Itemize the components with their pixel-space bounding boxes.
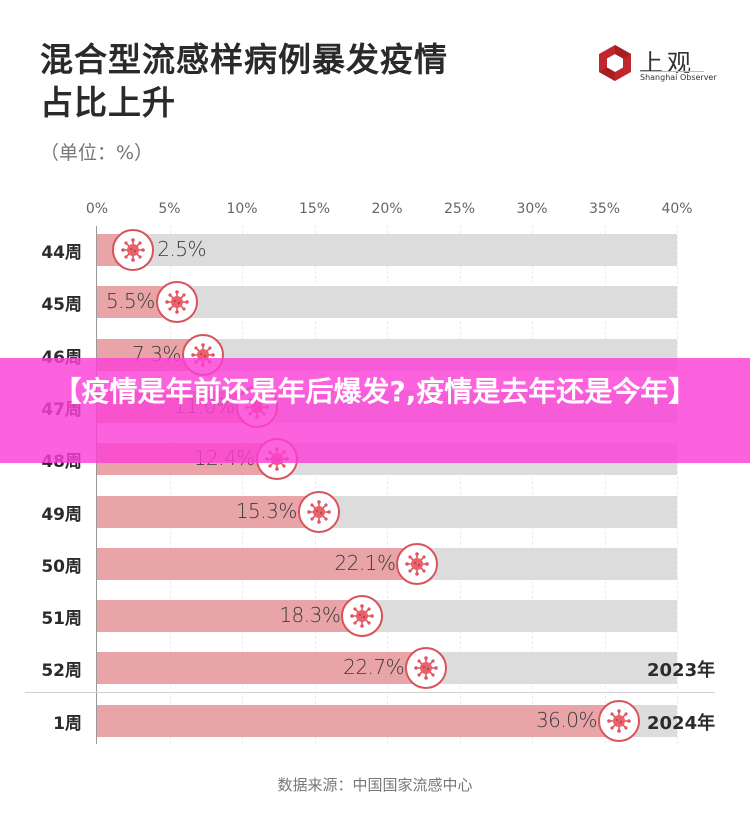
x-tick-label: 25% xyxy=(443,201,476,217)
category-label: 50周 xyxy=(41,556,82,577)
bar-fill xyxy=(97,652,427,685)
bar-row: 44周 2.5% xyxy=(0,229,750,271)
bar-fill xyxy=(97,704,619,737)
category-label: 44周 xyxy=(41,243,82,263)
headline-overlay-band xyxy=(0,358,750,463)
value-label: 18.3% xyxy=(279,603,341,628)
virus-badge xyxy=(405,647,448,690)
unit-label: （单位：%） xyxy=(40,142,154,164)
virus-icon xyxy=(414,656,438,681)
bar-row: 52周 22.7% 2023年 xyxy=(0,647,750,690)
virus-badge xyxy=(598,699,640,742)
category-label: 52周 xyxy=(41,661,82,682)
bar-row: 1周 36.0% 2024年 xyxy=(0,699,750,742)
hexagon-logo-icon xyxy=(599,45,631,81)
gridline xyxy=(314,226,316,744)
category-label: 45周 xyxy=(41,295,82,316)
year-label: 2023年 xyxy=(647,660,716,682)
gridline xyxy=(677,226,678,744)
gridline xyxy=(242,226,243,744)
data-source: 数据来源：中国国家流感中心 xyxy=(277,776,473,794)
logo-text-en: Shanghai Observer xyxy=(640,73,717,82)
virus-badge xyxy=(297,490,340,533)
virus-icon xyxy=(307,499,331,524)
category-label: 1周 xyxy=(53,713,82,734)
x-tick-label: 20% xyxy=(371,201,403,217)
virus-icon xyxy=(405,551,430,576)
gridline xyxy=(459,226,461,744)
category-label: 51周 xyxy=(41,609,82,630)
value-label: 15.3% xyxy=(235,498,298,523)
chart-title: 混合型流感样病例暴发疫情 占比上升 xyxy=(40,38,448,124)
bar-fill xyxy=(97,495,319,528)
category-label: 49周 xyxy=(41,504,82,525)
bar-track xyxy=(97,234,677,266)
x-tick-label: 15% xyxy=(298,201,331,217)
x-tick-label: 5% xyxy=(158,201,181,217)
gridline xyxy=(604,226,606,744)
gridline xyxy=(532,226,533,744)
value-label: 5.5% xyxy=(105,289,155,314)
headline-overlay-text: 【疫情是年前还是年后爆发?,疫情是去年还是今年】 xyxy=(53,375,697,408)
bar-row: 45周 5.5% xyxy=(0,281,750,324)
virus-badge xyxy=(155,281,198,324)
x-tick-label: 40% xyxy=(661,201,693,217)
virus-badge xyxy=(341,595,384,638)
bar-row: 51周 18.3% xyxy=(0,595,750,638)
year-separator xyxy=(25,692,715,693)
gridline xyxy=(387,226,388,744)
gridline xyxy=(169,226,171,744)
value-label: 22.1% xyxy=(334,550,396,575)
y-axis-line xyxy=(96,226,97,744)
virus-badge xyxy=(396,542,439,585)
title-line-1: 混合型流感样病例暴发疫情 xyxy=(40,40,448,79)
value-label: 2.5% xyxy=(157,237,207,261)
bar-row: 49周 15.3% xyxy=(0,490,750,533)
bar-fill xyxy=(97,600,363,633)
x-tick-label: 35% xyxy=(588,201,621,217)
bar-fill xyxy=(97,547,418,580)
value-label: 36.0% xyxy=(535,707,598,732)
logo-divider xyxy=(640,71,704,72)
value-label: 22.7% xyxy=(343,655,405,680)
x-tick-label: 10% xyxy=(226,201,258,217)
x-tick-label: 30% xyxy=(516,201,548,217)
title-line-2: 占比上升 xyxy=(40,83,176,122)
shanghai-observer-logo: 上观 Shanghai Observer xyxy=(595,43,717,87)
virus-icon xyxy=(121,238,146,262)
x-tick-label: 0% xyxy=(85,201,109,217)
virus-badge xyxy=(112,229,155,271)
virus-icon xyxy=(350,604,375,628)
logo-text-cn: 上观 xyxy=(639,49,695,77)
virus-icon xyxy=(164,290,189,315)
virus-icon xyxy=(607,708,631,733)
bar-row: 50周 22.1% xyxy=(0,542,750,585)
year-label: 2024年 xyxy=(647,712,716,734)
